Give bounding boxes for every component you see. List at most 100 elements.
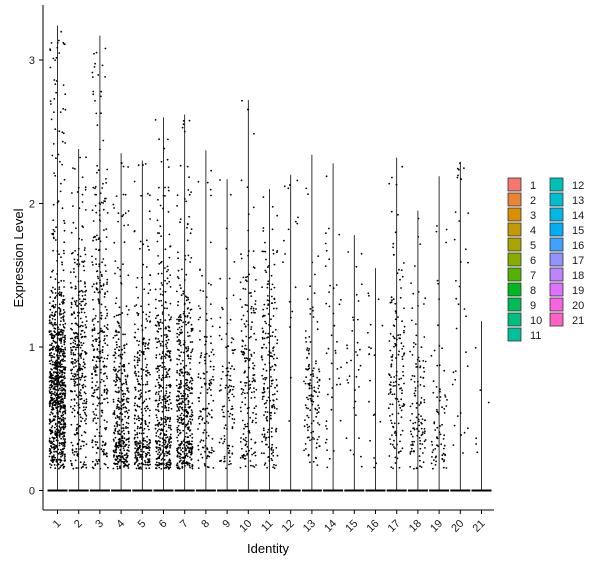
data-point (76, 335, 79, 338)
data-point (328, 305, 331, 308)
data-point (63, 432, 65, 435)
data-point (80, 330, 83, 332)
data-point (199, 307, 202, 310)
data-point (137, 328, 140, 331)
data-point (419, 243, 422, 246)
data-point (388, 340, 391, 342)
data-point (178, 429, 181, 432)
data-point (61, 261, 63, 264)
data-point (50, 408, 53, 411)
data-point (50, 368, 52, 370)
data-point (52, 269, 54, 272)
data-point (176, 462, 179, 465)
data-point (276, 342, 278, 345)
data-point (156, 423, 159, 426)
data-point (80, 289, 83, 292)
data-point (142, 337, 145, 339)
data-point (57, 200, 60, 203)
data-point (79, 413, 81, 416)
data-point (161, 304, 163, 307)
data-point (167, 166, 170, 169)
data-point (121, 413, 124, 415)
data-point (225, 346, 228, 349)
data-point (104, 384, 106, 387)
data-point (417, 236, 420, 238)
data-point (206, 392, 209, 394)
data-point (391, 354, 394, 356)
data-point (85, 302, 87, 305)
data-point (63, 222, 66, 225)
data-point (369, 323, 372, 326)
data-point (99, 402, 102, 405)
data-point (317, 411, 320, 413)
data-point (443, 460, 445, 463)
data-point (165, 437, 167, 439)
data-point (414, 394, 417, 397)
data-point (272, 449, 275, 451)
data-point (177, 428, 180, 431)
data-point (123, 454, 126, 456)
x-tick-label: 8 (199, 518, 212, 531)
data-point (78, 340, 80, 343)
data-point (189, 415, 192, 418)
data-point (244, 370, 246, 373)
data-point (116, 415, 119, 417)
data-point (98, 460, 101, 462)
data-point (188, 176, 191, 179)
data-point (249, 358, 251, 360)
data-point (245, 440, 248, 443)
data-point (50, 445, 53, 448)
data-point (103, 452, 105, 455)
data-point (53, 464, 56, 466)
data-point (49, 322, 52, 325)
data-point (182, 123, 185, 126)
data-point (255, 421, 257, 424)
data-point (179, 362, 182, 365)
data-point (82, 307, 85, 310)
data-point (244, 439, 247, 442)
data-point (146, 381, 149, 383)
data-point (98, 302, 101, 305)
data-point (261, 398, 264, 400)
data-point (142, 311, 145, 313)
data-point (189, 418, 192, 420)
data-point (180, 449, 183, 451)
data-point (116, 463, 119, 465)
data-point (50, 394, 53, 397)
data-point (133, 372, 136, 374)
data-point (179, 355, 181, 357)
legend-key-4 (507, 222, 522, 237)
data-point (185, 364, 188, 367)
data-point (76, 373, 79, 376)
data-point (52, 249, 54, 252)
data-point (191, 329, 194, 331)
data-point (189, 434, 192, 437)
data-point (94, 408, 97, 410)
data-point (199, 410, 202, 412)
data-point (399, 337, 401, 340)
data-point (339, 383, 342, 386)
data-point (120, 407, 123, 410)
data-point (76, 377, 79, 380)
data-point (119, 433, 122, 436)
data-point (207, 412, 210, 415)
data-point (62, 269, 65, 272)
data-point (84, 247, 86, 249)
data-point (92, 420, 95, 422)
data-point (232, 388, 234, 391)
data-point (95, 283, 98, 285)
data-point (398, 466, 401, 469)
data-point (158, 466, 161, 469)
data-point (95, 340, 98, 343)
data-point (63, 219, 65, 222)
data-point (190, 448, 193, 451)
data-point (69, 271, 72, 273)
data-point (325, 438, 328, 441)
data-point (185, 461, 188, 464)
data-point (104, 264, 107, 267)
data-point (62, 348, 65, 351)
data-point (395, 380, 397, 383)
data-point (136, 432, 139, 434)
data-point (143, 351, 145, 353)
data-point (117, 266, 119, 269)
